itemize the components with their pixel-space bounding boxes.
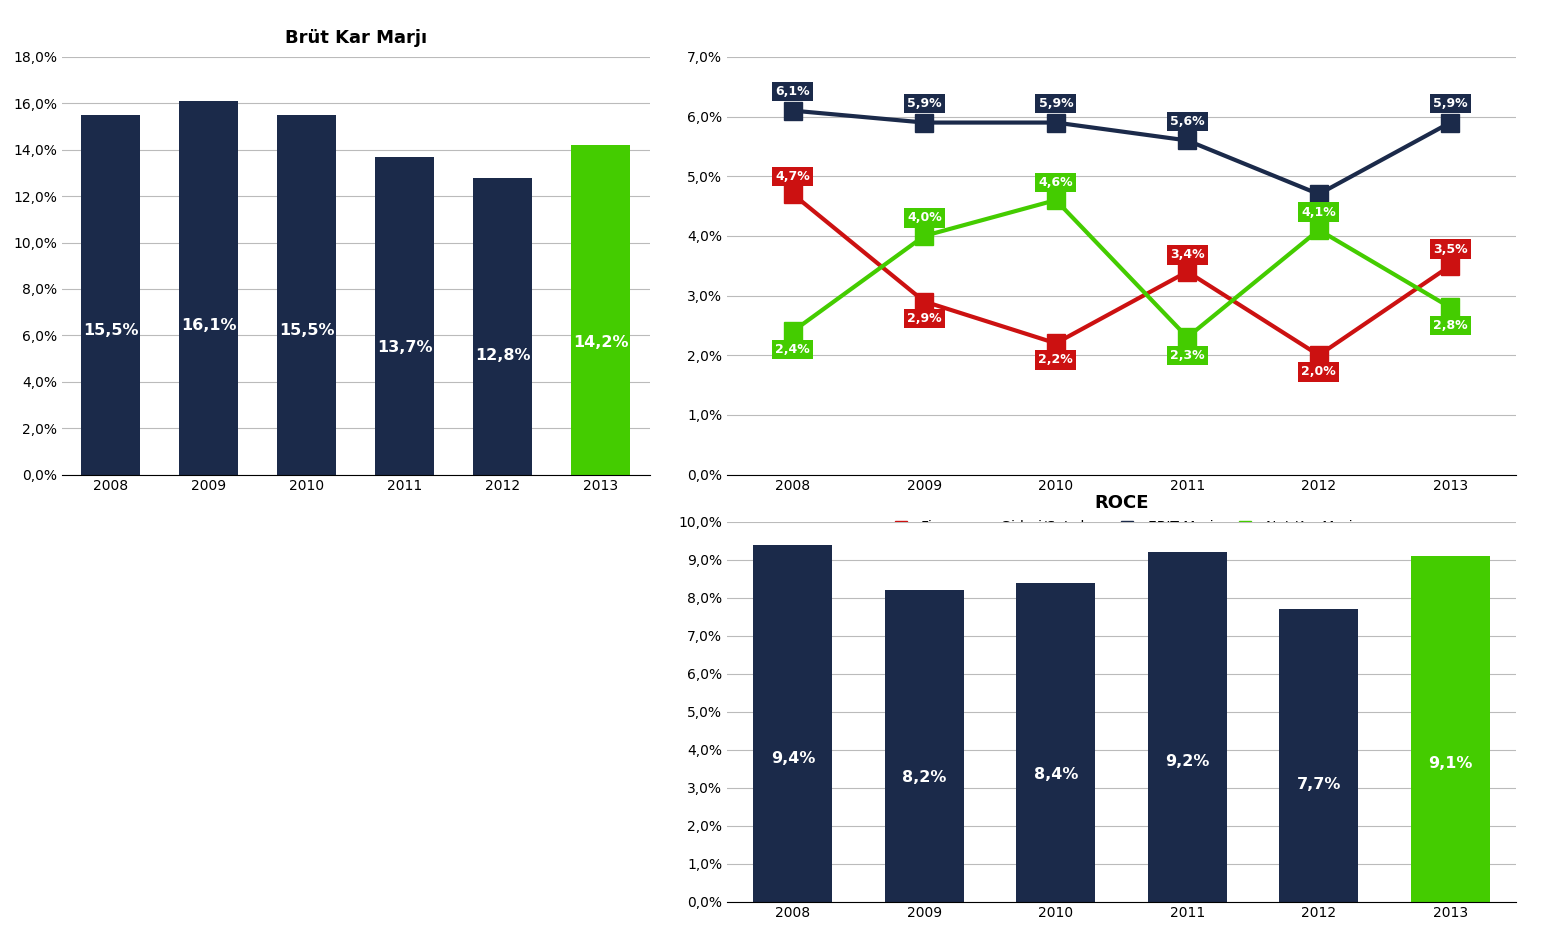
Text: 4,6%: 4,6% (1038, 176, 1074, 189)
Bar (885, 590, 964, 902)
Text: 4,7%: 4,7% (775, 170, 811, 183)
Bar (1411, 556, 1490, 902)
Text: 6,1%: 6,1% (775, 85, 811, 98)
Text: 5,9%: 5,9% (907, 97, 942, 110)
Title: ROCE: ROCE (1094, 494, 1149, 512)
Text: 2,9%: 2,9% (907, 311, 942, 325)
Text: 9,1%: 9,1% (1428, 755, 1473, 771)
Bar (277, 115, 336, 474)
Bar (82, 115, 141, 474)
Text: 5,9%: 5,9% (1038, 97, 1074, 110)
Bar (376, 157, 435, 474)
Bar (571, 145, 630, 474)
Text: 2,4%: 2,4% (775, 343, 811, 356)
Text: 5,6%: 5,6% (1170, 115, 1205, 128)
Bar (1279, 609, 1358, 902)
Text: 3,4%: 3,4% (1170, 249, 1205, 262)
Legend: Finansman Gideri/Satışlar, EBIT Marjı, Net Kar Marjı: Finansman Gideri/Satışlar, EBIT Marjı, N… (882, 515, 1361, 540)
Text: 2,2%: 2,2% (1038, 353, 1074, 366)
Text: 15,5%: 15,5% (84, 324, 139, 338)
Bar (179, 101, 238, 474)
Text: 2,3%: 2,3% (1170, 348, 1205, 362)
Bar (1148, 552, 1227, 902)
Text: 2,0%: 2,0% (1301, 365, 1337, 379)
Text: 2,8%: 2,8% (1433, 319, 1468, 332)
Text: 13,7%: 13,7% (377, 340, 433, 355)
Bar (473, 177, 532, 474)
Text: 9,2%: 9,2% (1165, 754, 1210, 770)
Text: 14,2%: 14,2% (572, 335, 628, 350)
Text: 8,4%: 8,4% (1033, 767, 1078, 782)
Bar (753, 545, 832, 902)
Text: 9,4%: 9,4% (770, 752, 815, 767)
Text: 3,5%: 3,5% (1433, 243, 1468, 255)
Bar (1016, 583, 1095, 902)
Text: 15,5%: 15,5% (278, 324, 334, 338)
Text: 8,2%: 8,2% (902, 770, 947, 785)
Text: 5,9%: 5,9% (1433, 97, 1468, 110)
Title: Brüt Kar Marjı: Brüt Kar Marjı (285, 29, 427, 47)
Text: 7,7%: 7,7% (1296, 777, 1341, 792)
Text: 4,7%: 4,7% (1301, 206, 1337, 218)
Text: 16,1%: 16,1% (181, 318, 237, 332)
Text: 4,0%: 4,0% (907, 212, 942, 225)
Text: 4,1%: 4,1% (1301, 206, 1337, 218)
Text: 12,8%: 12,8% (475, 348, 531, 363)
